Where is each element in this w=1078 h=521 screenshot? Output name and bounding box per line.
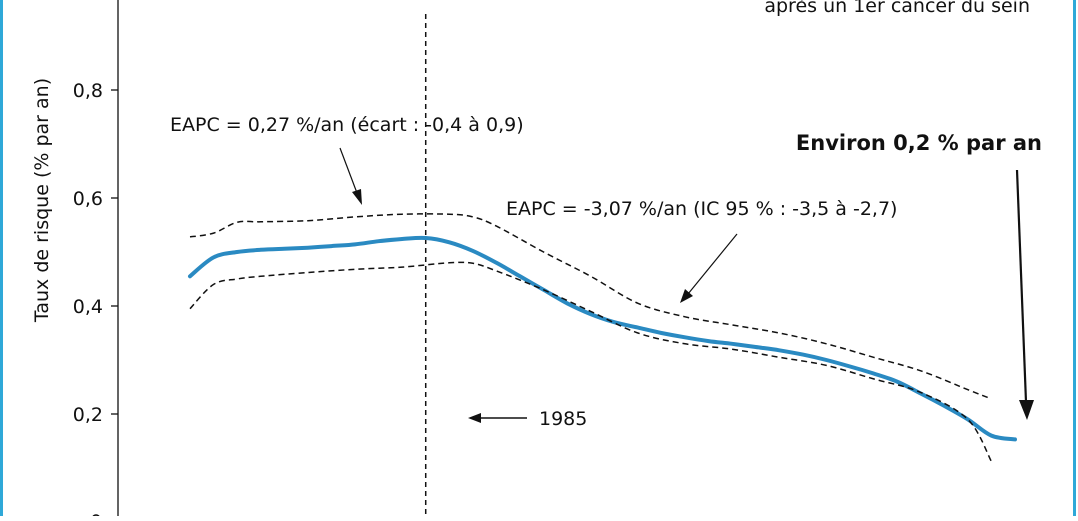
reference-arrow-head	[468, 413, 481, 423]
y-tick-label: 0,4	[73, 296, 103, 318]
y-tick-label: 0,2	[73, 404, 103, 426]
y-tick-label-bottom: 0	[90, 511, 102, 516]
series-group	[188, 213, 1017, 462]
y-axis-label: Taux de risque (% par an)	[31, 78, 53, 323]
annotation-2-arrow-line	[687, 233, 738, 295]
series-line-upper-bound	[189, 213, 992, 400]
annotation-3-arrow-head	[1019, 400, 1034, 420]
annotation-1-arrow-head	[352, 189, 362, 205]
y-tick-label: 0,8	[73, 80, 103, 102]
annotation-eapc-after-1985: EAPC = -3,07 %/an (IC 95 % : -3,5 à -2,7…	[506, 198, 897, 220]
annotation-current-rate: Environ 0,2 % par an	[796, 131, 1042, 155]
series-line-lower-bound	[189, 261, 993, 462]
annotation-1-arrow-line	[339, 147, 358, 194]
y-tick-label: 0,6	[73, 188, 103, 210]
reference-line-label: 1985	[539, 408, 587, 430]
y-axis-ticks: 0,2 0,4 0,6 0,8	[73, 80, 118, 426]
annotation-2-arrow-head	[680, 289, 693, 303]
annotation-3-arrow-line	[1015, 169, 1028, 403]
chart-title: après un 1er cancer du sein	[764, 0, 1030, 17]
series-line-estimate	[188, 235, 1017, 442]
annotation-eapc-before-1985: EAPC = 0,27 %/an (écart : -0,4 à 0,9)	[170, 114, 524, 136]
